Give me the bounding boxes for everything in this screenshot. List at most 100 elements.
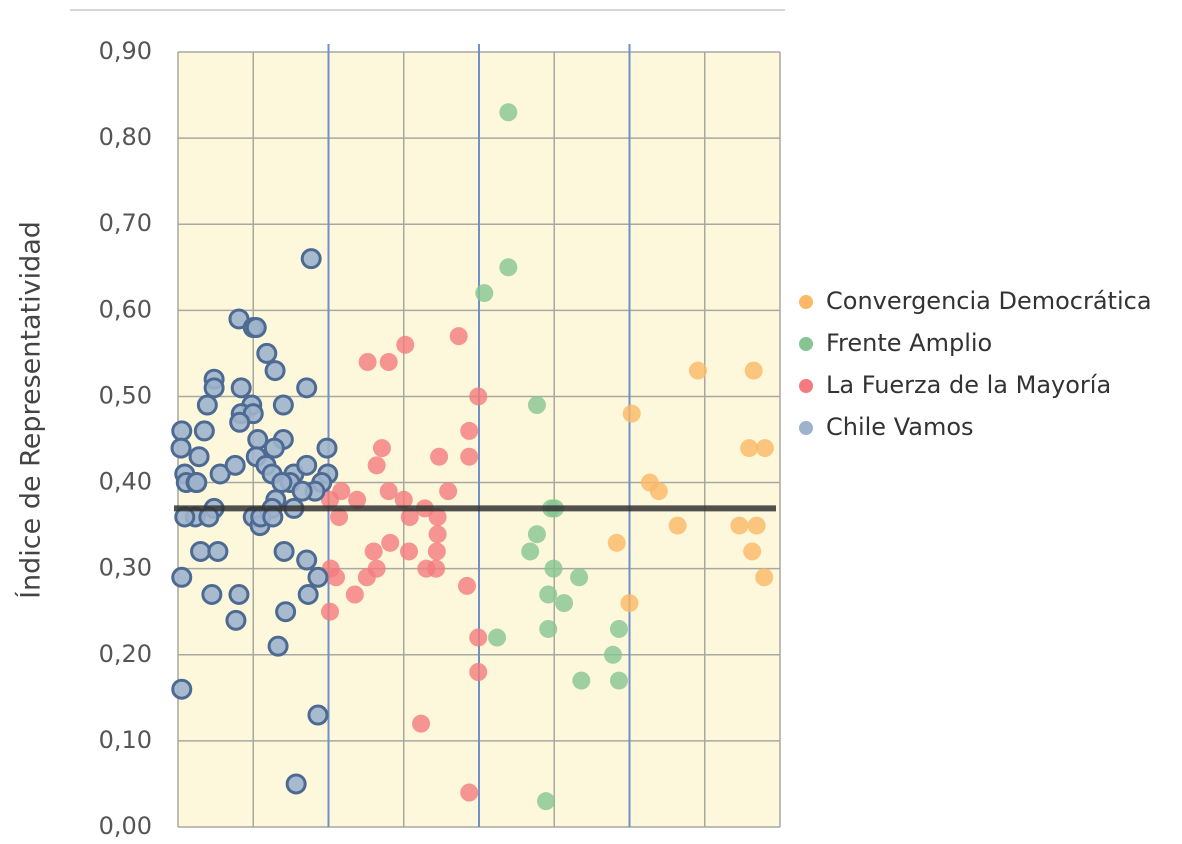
legend-marker — [799, 421, 813, 435]
point — [245, 317, 267, 339]
point — [379, 482, 398, 501]
point — [267, 635, 289, 657]
point — [296, 549, 318, 571]
point — [649, 482, 668, 501]
point — [622, 404, 641, 423]
point — [539, 619, 558, 638]
point — [297, 584, 319, 605]
point — [609, 619, 628, 638]
point — [730, 516, 749, 535]
point — [321, 602, 340, 621]
point — [345, 585, 364, 604]
point — [291, 480, 313, 502]
point — [271, 472, 293, 494]
point — [499, 103, 518, 122]
point — [607, 533, 626, 552]
legend-label: Convergencia Democrática — [826, 287, 1152, 315]
point — [555, 594, 574, 613]
y-tick-label: 0,80 — [99, 123, 152, 151]
y-tick-label: 0,50 — [99, 381, 152, 409]
point — [539, 585, 558, 604]
point — [620, 594, 639, 613]
point — [427, 542, 446, 561]
point — [417, 559, 436, 578]
point — [188, 446, 210, 468]
point — [488, 628, 507, 647]
y-tick-label: 0,90 — [99, 37, 152, 65]
point — [330, 508, 349, 526]
point — [264, 360, 286, 382]
point — [460, 447, 479, 466]
point — [755, 568, 774, 587]
point — [428, 508, 447, 526]
point — [209, 463, 231, 485]
point — [400, 508, 419, 526]
point — [186, 472, 208, 494]
point — [272, 394, 294, 416]
point — [203, 377, 225, 399]
point — [256, 342, 278, 364]
point — [307, 704, 329, 726]
point — [743, 542, 762, 561]
point — [747, 516, 766, 535]
point — [263, 437, 285, 459]
point — [296, 454, 318, 476]
point — [744, 361, 763, 380]
point — [609, 671, 628, 690]
legend-marker — [799, 337, 813, 351]
y-tick-label: 0,30 — [99, 554, 152, 582]
legend-label: La Fuerza de la Mayoría — [826, 371, 1111, 399]
point — [224, 454, 246, 476]
point — [396, 335, 415, 354]
point — [367, 456, 386, 475]
point — [171, 678, 193, 700]
y-tick-label: 0,00 — [99, 812, 152, 840]
point — [285, 773, 307, 795]
point — [469, 628, 488, 647]
point — [688, 361, 707, 380]
point — [755, 439, 774, 458]
y-tick-label: 0,70 — [99, 209, 152, 237]
point — [536, 792, 555, 811]
y-axis-label: Índice de Representatividad — [15, 221, 47, 599]
point — [544, 559, 563, 578]
point — [357, 568, 376, 587]
point — [469, 387, 488, 406]
point — [307, 566, 329, 588]
point — [273, 540, 295, 562]
point — [348, 490, 367, 509]
point — [668, 516, 687, 535]
point — [229, 411, 251, 433]
point — [170, 437, 192, 459]
point — [570, 568, 589, 587]
legend-label: Chile Vamos — [826, 413, 974, 441]
point — [358, 353, 377, 371]
point — [321, 490, 340, 509]
point — [327, 568, 346, 587]
legend-marker — [799, 379, 813, 393]
point — [572, 671, 591, 690]
point — [499, 258, 518, 277]
point — [275, 601, 297, 623]
point — [527, 396, 546, 415]
point — [247, 429, 269, 450]
point — [230, 377, 252, 399]
point — [430, 447, 449, 466]
point — [527, 525, 546, 544]
point — [364, 542, 383, 561]
point — [469, 663, 488, 681]
point — [457, 576, 476, 595]
point — [171, 566, 193, 588]
point — [740, 439, 759, 458]
point — [171, 420, 193, 442]
y-tick-label: 0,20 — [99, 640, 152, 668]
point — [460, 421, 479, 440]
point — [196, 394, 218, 416]
point — [316, 437, 338, 459]
point — [449, 327, 468, 346]
point — [379, 353, 398, 371]
point — [300, 248, 322, 270]
point — [412, 714, 431, 733]
point — [201, 584, 223, 605]
